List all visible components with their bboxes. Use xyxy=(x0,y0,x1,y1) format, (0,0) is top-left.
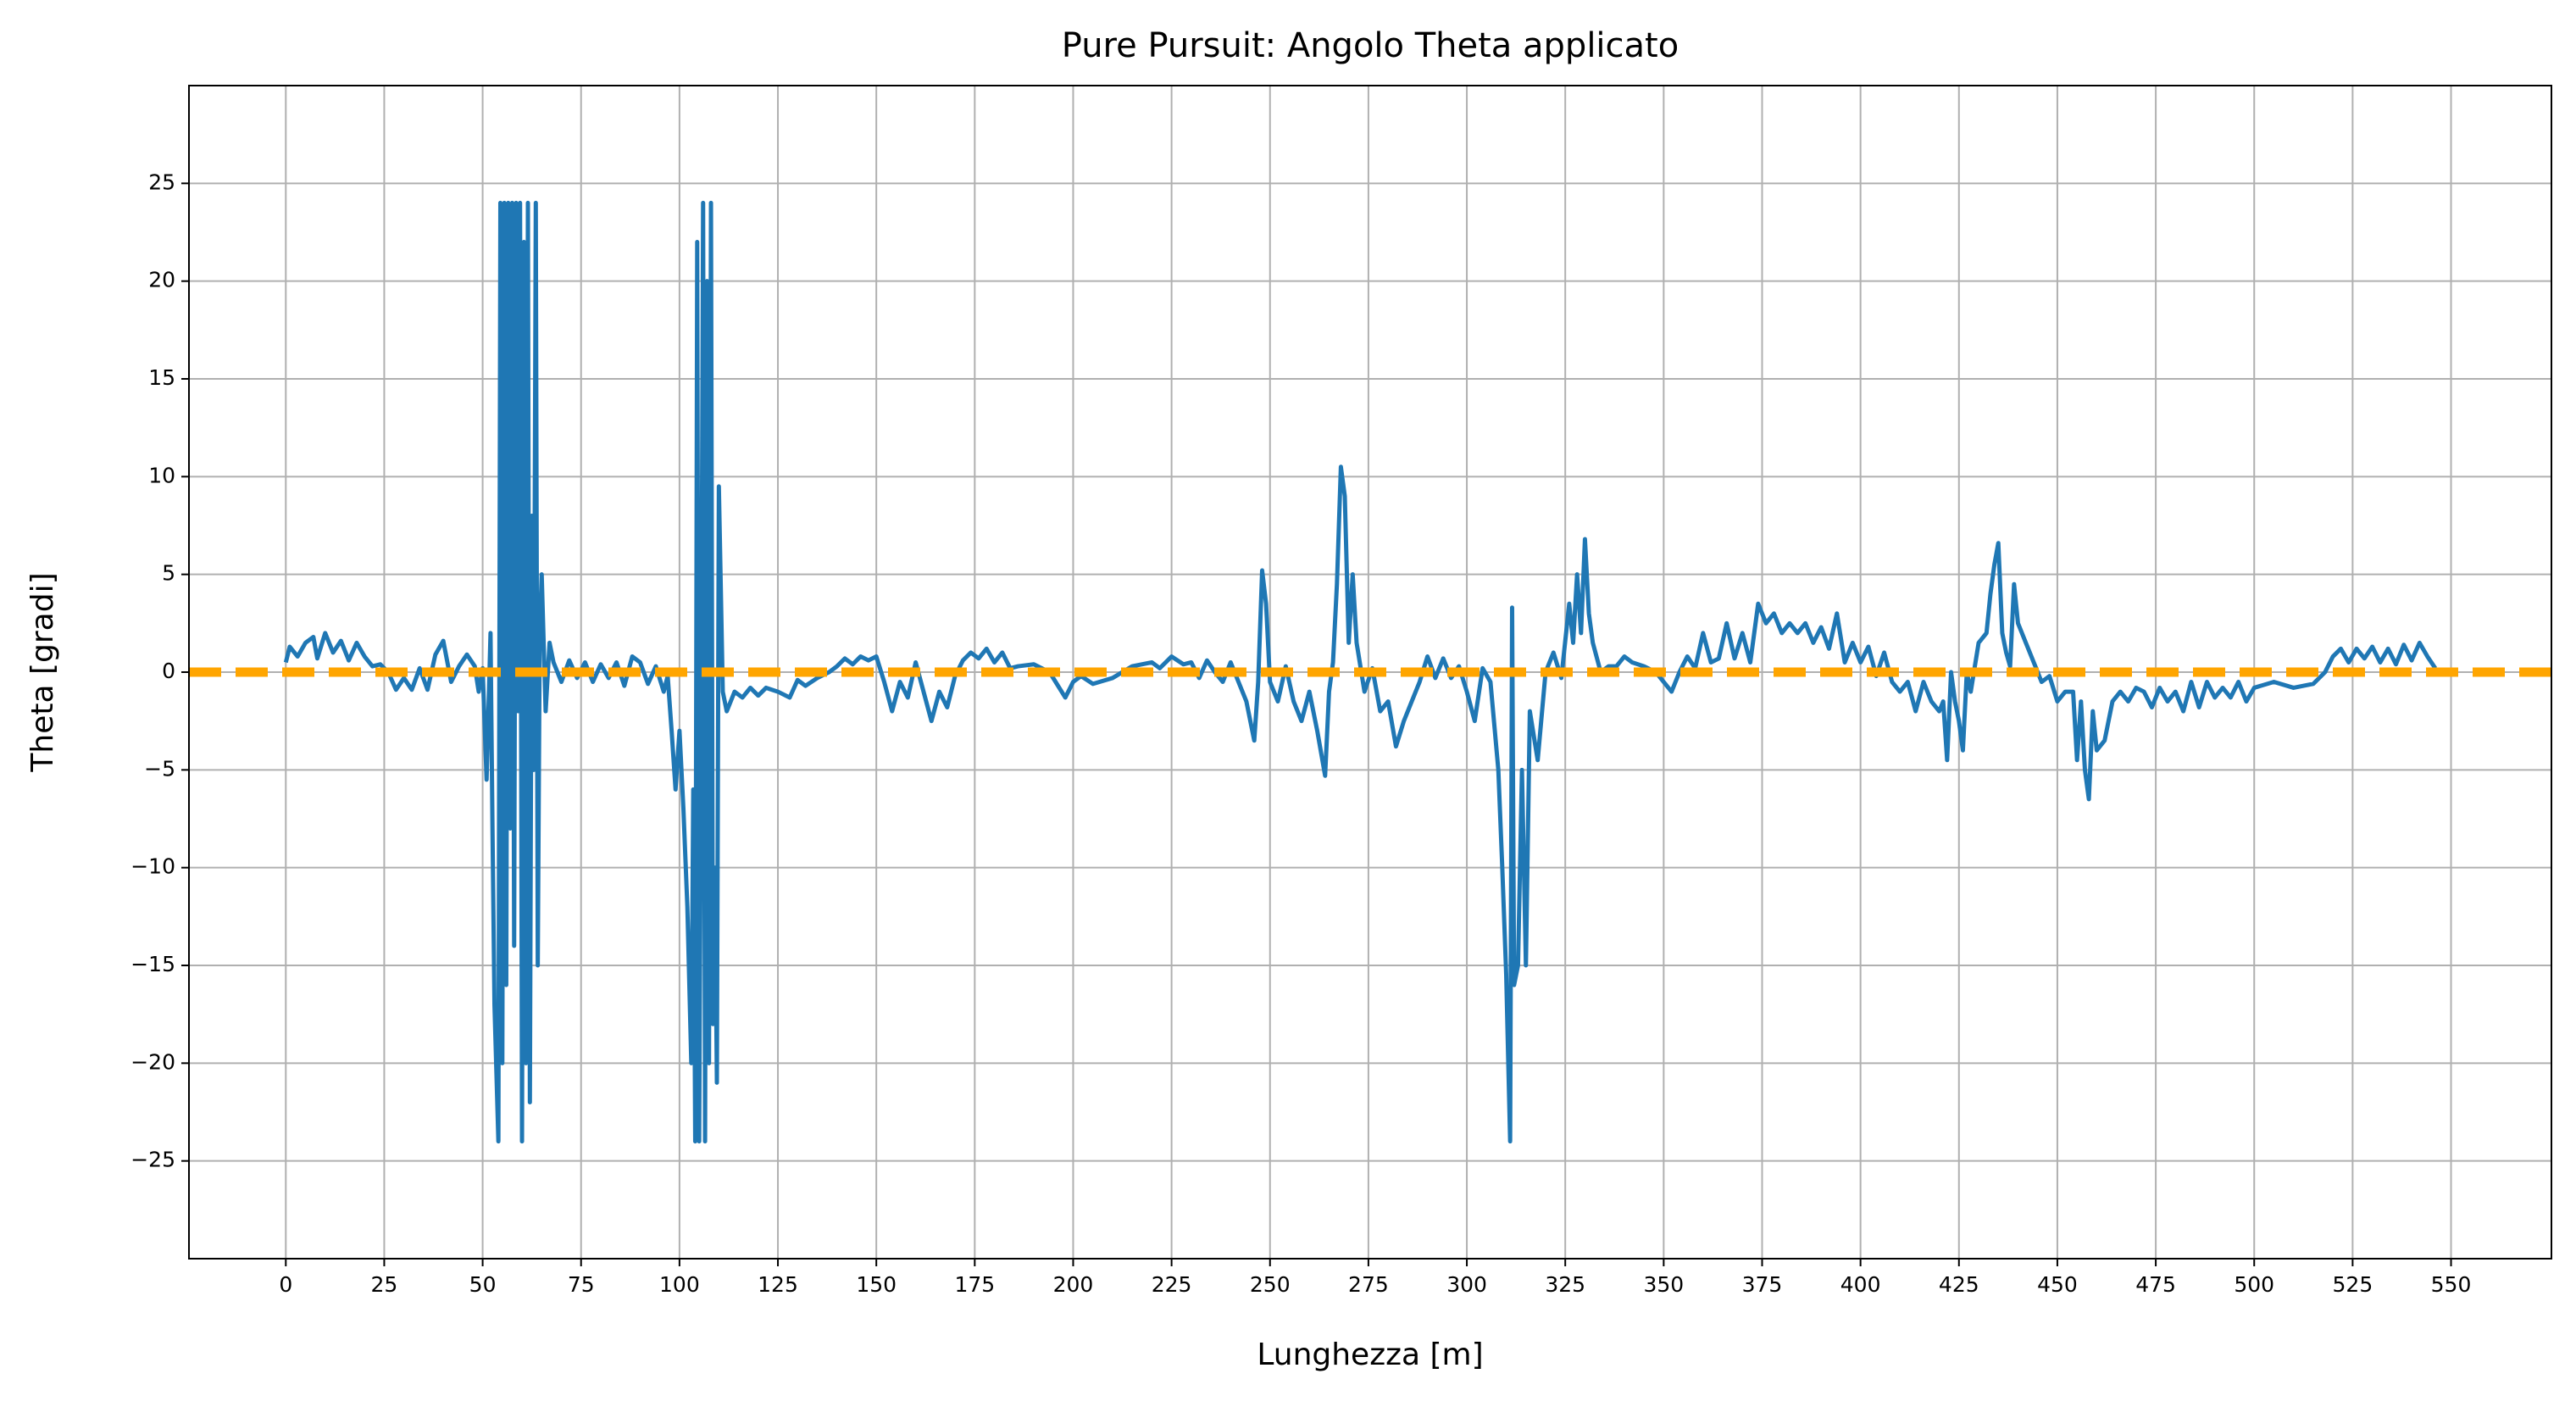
plot-frame xyxy=(188,85,2552,1260)
data-line xyxy=(283,200,2438,1144)
x-tick-label: 125 xyxy=(758,1272,798,1297)
x-tick-label: 325 xyxy=(1545,1272,1585,1297)
x-tick-label: 475 xyxy=(2135,1272,2176,1297)
x-tick-label: 150 xyxy=(856,1272,897,1297)
y-axis-label: Theta [gradi] xyxy=(25,572,60,772)
x-tick-label: 75 xyxy=(568,1272,595,1297)
y-tick-label: 0 xyxy=(162,659,175,683)
x-tick-label: 425 xyxy=(1939,1272,1979,1297)
x-tick-label: 450 xyxy=(2037,1272,2078,1297)
x-tick-label: 525 xyxy=(2333,1272,2373,1297)
x-tick-label: 100 xyxy=(659,1272,700,1297)
y-tick-label: 10 xyxy=(148,463,175,487)
y-tick-label: −10 xyxy=(130,854,175,879)
y-tick-label: −5 xyxy=(144,756,175,781)
x-tick-label: 250 xyxy=(1250,1272,1291,1297)
x-axis-label: Lunghezza [m] xyxy=(1257,1337,1483,1372)
x-tick-label: 275 xyxy=(1348,1272,1389,1297)
x-tick-label: 225 xyxy=(1152,1272,1192,1297)
y-tick-label: −25 xyxy=(130,1148,175,1172)
x-tick-label: 25 xyxy=(371,1272,398,1297)
x-tick-label: 50 xyxy=(469,1272,497,1297)
x-tick-label: 0 xyxy=(279,1272,292,1297)
y-tick-label: 5 xyxy=(162,561,175,586)
x-tick-label: 175 xyxy=(954,1272,995,1297)
chart-title: Pure Pursuit: Angolo Theta applicato xyxy=(1062,26,1679,65)
x-tick-label: 350 xyxy=(1643,1272,1684,1297)
x-tick-label: 500 xyxy=(2234,1272,2274,1297)
x-tick-label: 375 xyxy=(1742,1272,1783,1297)
y-tick-label: −15 xyxy=(130,952,175,976)
x-tick-label: 400 xyxy=(1840,1272,1881,1297)
x-tick-label: 200 xyxy=(1053,1272,1094,1297)
y-tick-label: 25 xyxy=(148,170,175,194)
y-tick-label: 15 xyxy=(148,365,175,390)
x-tick-label: 550 xyxy=(2431,1272,2472,1297)
x-tick-label: 300 xyxy=(1446,1272,1487,1297)
y-tick-label: −20 xyxy=(130,1049,175,1074)
y-tick-label: 20 xyxy=(148,268,175,292)
